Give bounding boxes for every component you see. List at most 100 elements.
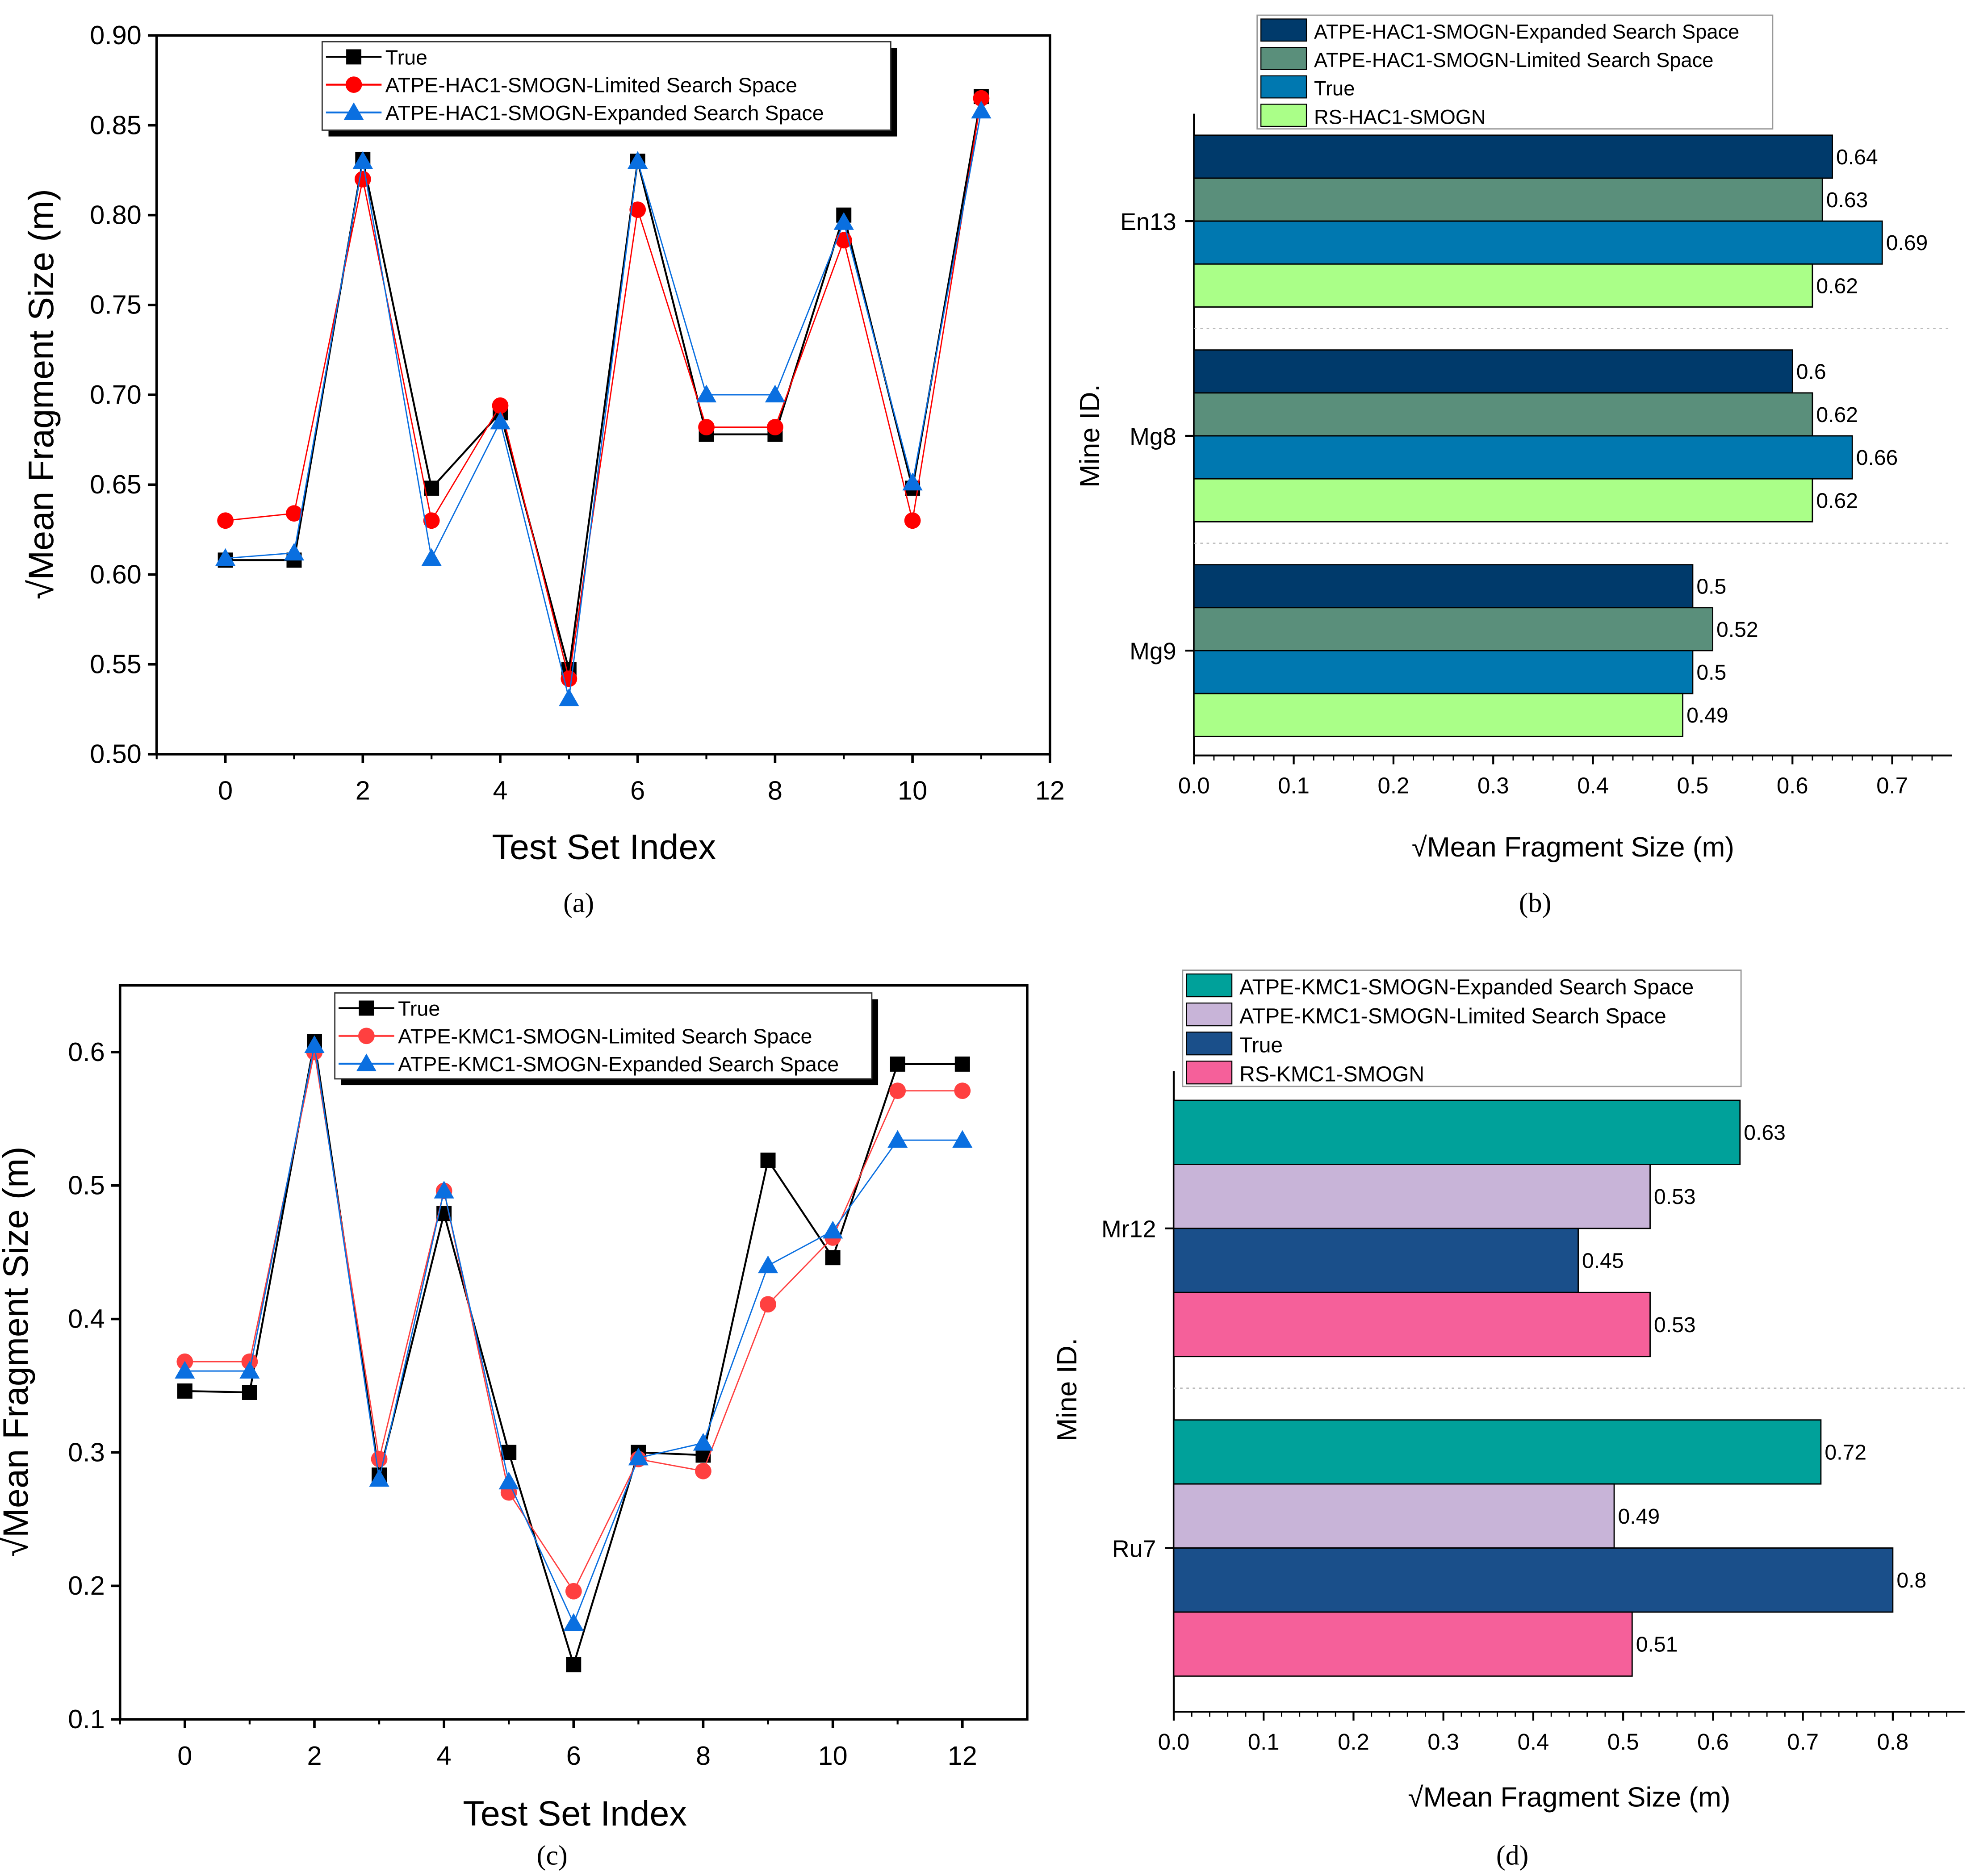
y-axis-label: Mine ID. (1075, 384, 1105, 488)
bar (1193, 134, 1833, 179)
data-point (565, 1583, 582, 1600)
legend-marker (345, 76, 362, 93)
legend-marker (356, 1053, 377, 1071)
data-point (889, 1082, 906, 1099)
panel-label: (d) (1496, 1840, 1529, 1871)
bar-value-label: 0.63 (1826, 188, 1868, 212)
data-point (242, 1385, 257, 1400)
bar (1173, 1547, 1894, 1613)
data-point (498, 1471, 519, 1490)
x-tick-label: 0.8 (1877, 1729, 1908, 1755)
data-point (239, 1361, 260, 1379)
bar-value-label: 0.62 (1816, 403, 1858, 427)
data-point (760, 1296, 776, 1313)
bar-value-label: 0.64 (1836, 145, 1878, 169)
bar (1173, 1164, 1651, 1229)
y-tick-label: 0.1 (68, 1704, 105, 1734)
y-tick-label: 0.80 (90, 200, 142, 230)
legend-label: ATPE-HAC1-SMOGN-Limited Search Space (385, 74, 797, 97)
data-point (767, 419, 783, 435)
x-tick-label: 6 (566, 1741, 581, 1771)
data-point (833, 212, 854, 230)
data-point (973, 90, 990, 107)
series-1 (217, 90, 990, 687)
legend-label: ATPE-HAC1-SMOGN-Limited Search Space (1314, 49, 1713, 71)
legend-label: True (385, 46, 427, 69)
legend-label: True (398, 997, 440, 1020)
x-tick-label: 4 (493, 776, 507, 806)
data-point (952, 1130, 973, 1148)
x-tick-label: 0.7 (1876, 773, 1908, 798)
y-tick-label: 0.5 (68, 1170, 105, 1200)
data-point (354, 171, 371, 188)
bar (1193, 693, 1683, 737)
legend-swatch (1186, 1003, 1233, 1027)
bar (1173, 1099, 1741, 1165)
x-tick-label: 0.3 (1477, 773, 1509, 798)
bar-value-label: 0.66 (1856, 446, 1898, 470)
y-tick-label: 0.4 (68, 1304, 105, 1333)
y-axis-label: √Mean Fragment Size (m) (0, 1146, 35, 1557)
legend-swatch (1260, 104, 1307, 127)
bar (1173, 1228, 1579, 1293)
data-point (284, 543, 305, 561)
x-axis-label: Test Set Index (463, 1793, 687, 1833)
legend-label: True (1314, 77, 1355, 100)
category-label: Ru7 (1112, 1535, 1156, 1562)
y-tick-label: 0.85 (90, 110, 142, 140)
x-tick-label: 2 (356, 776, 370, 806)
y-tick-label: 0.3 (68, 1437, 105, 1467)
series-2 (215, 100, 992, 706)
bar (1193, 607, 1713, 652)
x-axis-label: √Mean Fragment Size (m) (1412, 832, 1734, 863)
bar-value-label: 0.45 (1582, 1249, 1624, 1273)
bar (1173, 1291, 1651, 1358)
series-line (184, 1045, 962, 1625)
series-line (184, 1041, 962, 1668)
legend-box (321, 41, 891, 131)
legend-swatch (1260, 47, 1307, 70)
y-tick-label: 0.70 (90, 380, 142, 409)
bar-value-label: 0.5 (1696, 575, 1726, 599)
legend-label: ATPE-KMC1-SMOGN-Expanded Search Space (1239, 975, 1694, 999)
bar-value-label: 0.5 (1696, 660, 1726, 685)
category-label: En13 (1120, 209, 1176, 235)
data-point (954, 1082, 971, 1099)
data-point (217, 512, 234, 529)
data-point (492, 397, 509, 414)
panel-label: (c) (537, 1840, 568, 1871)
data-point (352, 151, 373, 169)
x-tick-label: 0.2 (1338, 1729, 1369, 1755)
x-tick-label: 0.5 (1607, 1729, 1639, 1755)
x-tick-label: 12 (948, 1741, 977, 1771)
bar (1193, 220, 1883, 265)
data-point (890, 1056, 905, 1072)
bar-value-label: 0.49 (1618, 1504, 1660, 1529)
legend-swatch (1186, 973, 1233, 998)
x-tick-label: 0.4 (1577, 773, 1609, 798)
panel-label: (a) (563, 888, 594, 919)
bar-value-label: 0.69 (1886, 231, 1928, 255)
y-tick-label: 0.2 (68, 1571, 105, 1600)
x-axis-label: √Mean Fragment Size (m) (1408, 1782, 1730, 1813)
bar (1193, 392, 1813, 437)
legend: ATPE-HAC1-SMOGN-Expanded Search Space ATP… (1256, 14, 1774, 130)
bar-value-label: 0.6 (1796, 360, 1826, 384)
x-tick-label: 0.0 (1158, 1729, 1190, 1755)
data-point (434, 1181, 454, 1199)
data-point (304, 1035, 325, 1053)
bar (1193, 435, 1853, 480)
bar (1193, 478, 1813, 522)
series-0 (218, 89, 989, 677)
data-point (954, 1056, 970, 1072)
x-tick-label: 0.3 (1427, 1729, 1459, 1755)
y-tick-label: 0.55 (90, 649, 142, 679)
bar-value-label: 0.51 (1636, 1633, 1678, 1657)
x-tick-label: 0.6 (1697, 1729, 1729, 1755)
bar-value-label: 0.62 (1816, 489, 1858, 513)
x-tick-label: 0 (177, 1741, 192, 1771)
series-1 (176, 1044, 971, 1600)
legend-label: True (1239, 1033, 1283, 1057)
x-tick-label: 0.1 (1248, 1729, 1280, 1755)
